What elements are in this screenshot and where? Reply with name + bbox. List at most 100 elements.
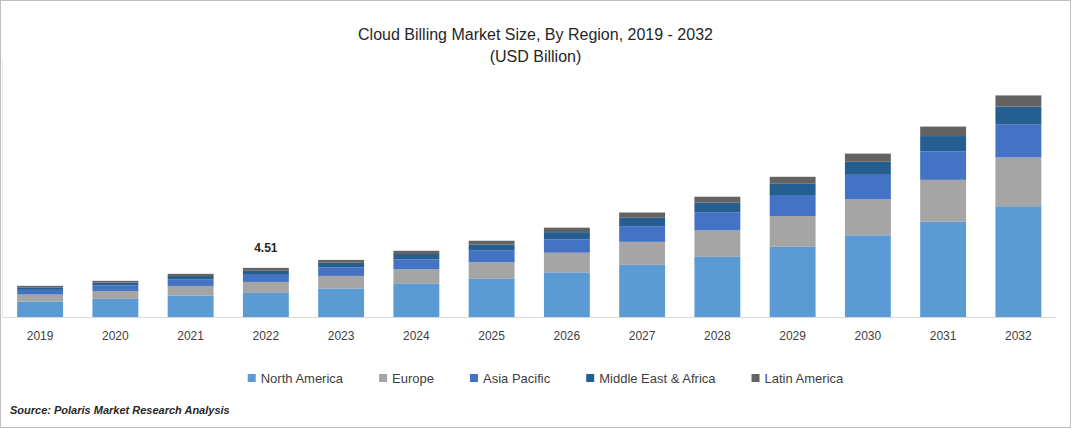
bar-segment	[168, 286, 214, 295]
subtitle: (USD Billion)	[490, 48, 582, 65]
bar-segment	[845, 154, 891, 162]
bar-segment	[243, 293, 289, 317]
bar-segment	[393, 251, 439, 254]
bar-segment	[469, 279, 515, 317]
bar-segment	[770, 216, 816, 247]
legend-label: Latin America	[765, 371, 845, 386]
bar-segment	[694, 257, 740, 317]
x-tick-label: 2029	[779, 329, 806, 343]
bar-segment	[920, 151, 966, 180]
legend-swatch	[752, 374, 760, 382]
bar-segment	[243, 282, 289, 293]
bar-segment	[318, 276, 364, 289]
bars	[17, 95, 1041, 317]
annotation: 4.51	[254, 241, 278, 255]
bar-segment	[544, 232, 590, 239]
x-axis-line	[3, 317, 1057, 318]
y-axis-line	[2, 61, 3, 317]
bar-segment	[619, 226, 665, 242]
bar-segment	[920, 222, 966, 317]
chart: Cloud Billing Market Size, By Region, 20…	[0, 0, 1071, 428]
bar-segment	[920, 136, 966, 151]
bar-segment	[770, 177, 816, 184]
bar-segment	[318, 260, 364, 263]
x-tick-label: 2027	[629, 329, 656, 343]
bar-segment	[920, 127, 966, 136]
bar-segment	[92, 283, 138, 286]
x-tick-label: 2030	[855, 329, 882, 343]
bar-segment	[393, 254, 439, 259]
bar-segment	[619, 213, 665, 218]
bar-segment	[619, 218, 665, 226]
bar-segment	[694, 212, 740, 230]
bar-segment	[995, 107, 1041, 125]
bar-segment	[168, 276, 214, 279]
legend-swatch	[470, 374, 478, 382]
bar-segment	[770, 247, 816, 317]
bar-segment	[694, 230, 740, 256]
bar-segment	[995, 95, 1041, 106]
legend-label: Asia Pacific	[483, 371, 551, 386]
bar-segment	[845, 175, 891, 200]
legend-label: Europe	[392, 371, 434, 386]
bar-segment	[17, 301, 63, 317]
bar-segment	[544, 228, 590, 232]
frame	[1, 1, 1071, 428]
x-tick-label: 2028	[704, 329, 731, 343]
bar-segment	[393, 259, 439, 269]
legend: North AmericaEuropeAsia PacificMiddle Ea…	[248, 371, 844, 386]
bar-segment	[318, 267, 364, 276]
legend-swatch	[379, 374, 387, 382]
bar-segment	[845, 162, 891, 175]
bar-segment	[469, 251, 515, 262]
x-tick-label: 2021	[177, 329, 204, 343]
bar-segment	[243, 271, 289, 275]
bar-segment	[694, 197, 740, 203]
bar-segment	[318, 288, 364, 317]
bar-segment	[694, 203, 740, 213]
bar-segment	[845, 199, 891, 235]
bar-segment	[17, 290, 63, 295]
bar-segment	[469, 262, 515, 279]
bar-segment	[469, 241, 515, 245]
source: Source: Polaris Market Research Analysis	[10, 404, 230, 416]
bar-segment	[168, 274, 214, 276]
bar-segment	[243, 275, 289, 282]
bar-segment	[920, 180, 966, 222]
bar-segment	[17, 287, 63, 290]
bar-segment	[619, 265, 665, 317]
bar-segment	[995, 124, 1041, 157]
title: Cloud Billing Market Size, By Region, 20…	[358, 26, 713, 43]
bar-segment	[995, 158, 1041, 207]
bar-segment	[393, 269, 439, 284]
bar-segment	[393, 284, 439, 317]
legend-label: North America	[261, 371, 344, 386]
x-tick-label: 2024	[403, 329, 430, 343]
bar-segment	[544, 239, 590, 252]
legend-swatch	[586, 374, 594, 382]
x-tick-label: 2022	[253, 329, 280, 343]
bar-segment	[92, 299, 138, 317]
x-tick-label: 2032	[1005, 329, 1032, 343]
bar-segment	[17, 286, 63, 288]
bar-segment	[544, 272, 590, 317]
bar-segment	[168, 295, 214, 317]
bar-segment	[17, 295, 63, 302]
bar-segment	[92, 291, 138, 299]
bar-segment	[770, 195, 816, 216]
bar-segment	[469, 245, 515, 251]
legend-swatch	[248, 374, 256, 382]
x-tick-label: 2023	[328, 329, 355, 343]
bar-segment	[92, 281, 138, 283]
x-tick-label: 2020	[102, 329, 129, 343]
x-tick-label: 2025	[478, 329, 505, 343]
x-tick-label: 2026	[554, 329, 581, 343]
x-tick-label: 2031	[930, 329, 957, 343]
bar-segment	[168, 280, 214, 286]
bar-segment	[845, 235, 891, 317]
bar-segment	[770, 184, 816, 195]
x-tick-label: 2019	[27, 329, 54, 343]
bar-segment	[995, 206, 1041, 317]
bar-segment	[243, 268, 289, 271]
bar-segment	[318, 263, 364, 268]
